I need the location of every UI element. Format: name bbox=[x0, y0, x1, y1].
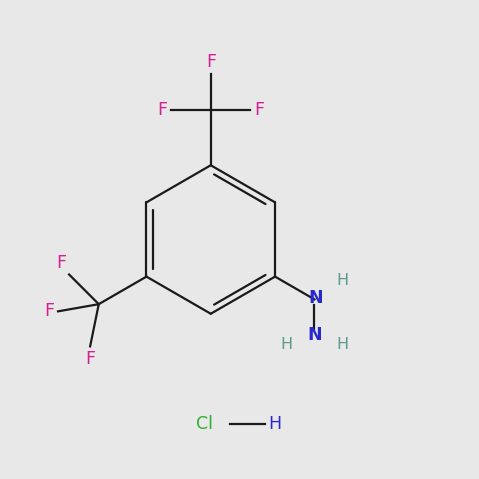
Text: F: F bbox=[254, 101, 264, 119]
Text: F: F bbox=[206, 53, 216, 71]
Text: F: F bbox=[85, 350, 95, 368]
Text: H: H bbox=[268, 415, 281, 433]
Text: F: F bbox=[158, 101, 167, 119]
Text: N: N bbox=[307, 326, 322, 344]
Text: Cl: Cl bbox=[196, 415, 213, 433]
Text: N: N bbox=[308, 289, 323, 308]
Text: H: H bbox=[281, 337, 293, 353]
Text: H: H bbox=[336, 337, 348, 353]
Text: F: F bbox=[44, 302, 54, 320]
Text: H: H bbox=[336, 273, 348, 288]
Text: F: F bbox=[56, 253, 66, 272]
